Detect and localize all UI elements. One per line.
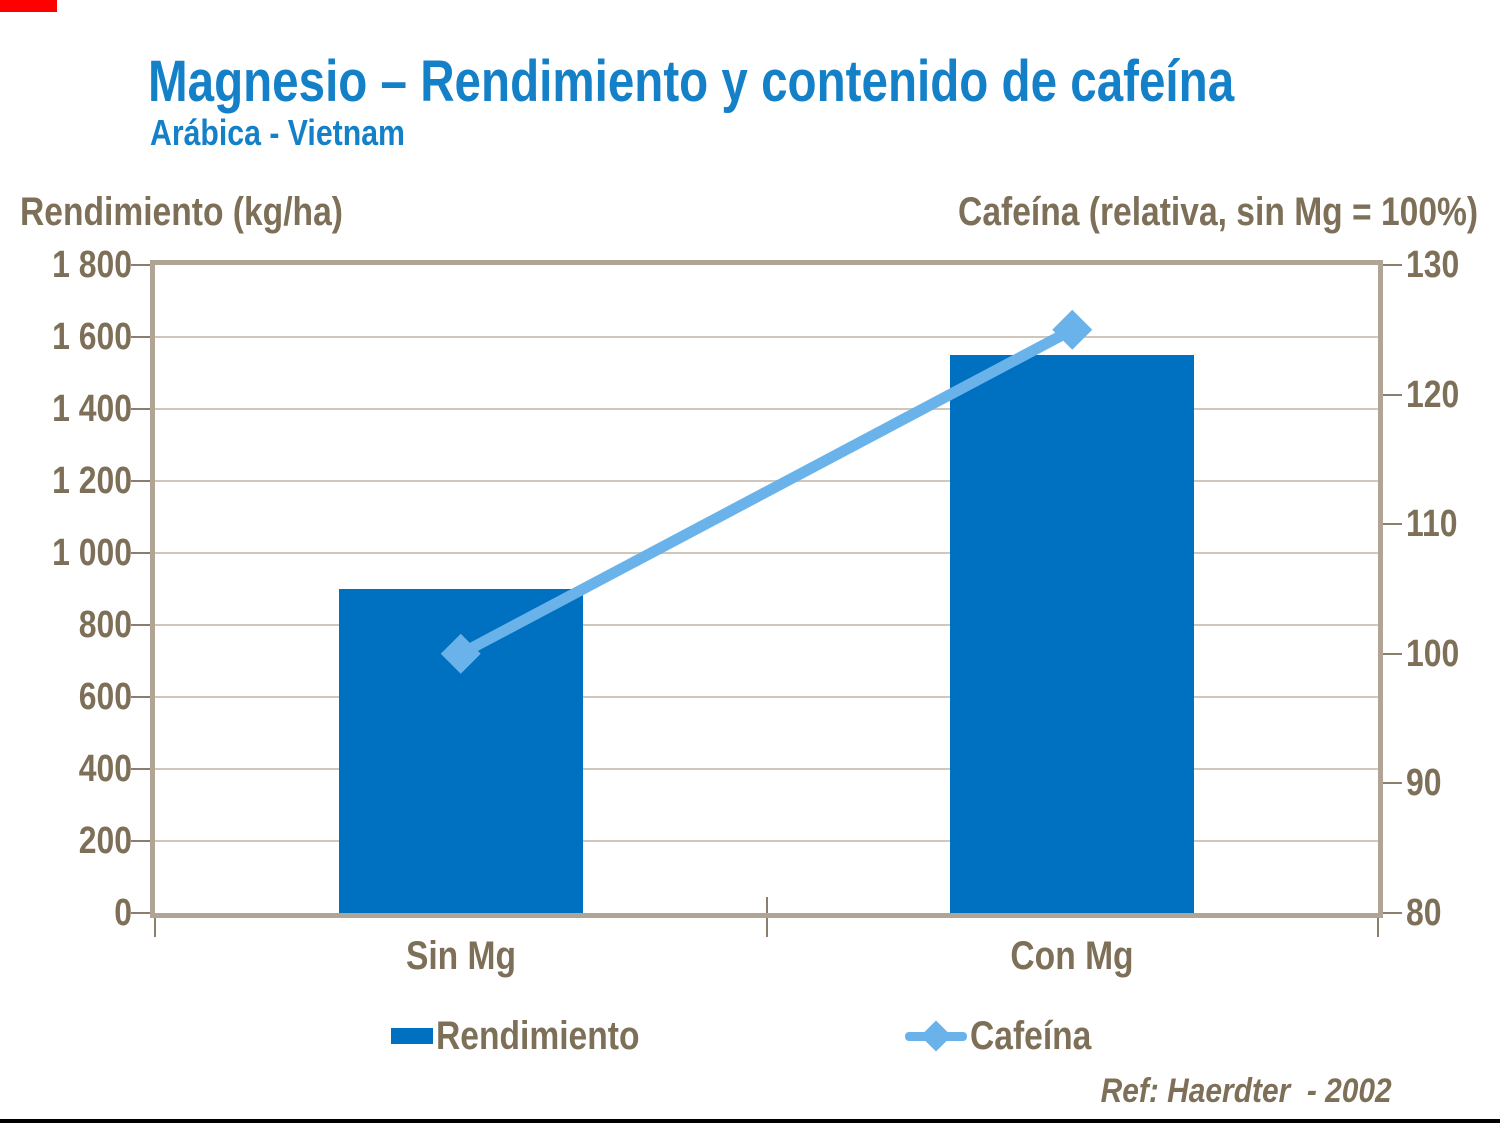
left-axis-tick	[131, 840, 155, 842]
legend-label-rendimiento: Rendimiento	[436, 1013, 640, 1058]
left-axis-tick	[131, 624, 155, 626]
left-axis-tick	[131, 336, 155, 338]
bar-sin-mg	[338, 589, 583, 913]
right-axis-tick	[1378, 264, 1402, 266]
legend-item-rendimiento: Rendimiento	[391, 1014, 678, 1058]
diamond-marker-icon	[920, 1020, 952, 1052]
x-axis-tick	[154, 917, 156, 937]
gridline	[155, 552, 1378, 554]
left-axis-tick-label: 800	[78, 604, 132, 646]
left-axis-tick-label: 600	[78, 676, 132, 718]
x-axis-tick	[765, 897, 768, 937]
left-axis-tick	[131, 912, 155, 914]
legend-line-diamond-icon	[905, 1020, 967, 1052]
page-subtitle: Arábica - Vietnam	[150, 112, 405, 153]
left-axis-tick-label: 200	[78, 820, 132, 862]
bar-con-mg	[950, 355, 1195, 913]
gridline	[155, 336, 1378, 338]
right-axis-title: Cafeína (relativa, sin Mg = 100%)	[957, 190, 1478, 234]
category-label-con-mg: Con Mg	[1010, 934, 1134, 978]
left-axis-tick-label: 1 200	[52, 460, 132, 502]
left-axis-tick	[131, 264, 155, 266]
gridline	[155, 840, 1378, 842]
x-axis-tick	[1377, 917, 1379, 937]
gridline	[155, 480, 1378, 482]
slide-accent-mark	[0, 0, 57, 12]
legend-label-cafeina: Cafeína	[970, 1013, 1092, 1058]
right-axis-tick-label: 90	[1406, 762, 1442, 805]
right-axis-tick-label: 100	[1406, 632, 1460, 675]
left-axis-tick-label: 1 600	[52, 316, 132, 358]
right-axis-tick	[1378, 782, 1402, 785]
right-axis-tick	[1378, 652, 1402, 655]
left-axis-tick-label: 0	[114, 892, 132, 934]
footer-divider-line	[0, 1119, 1500, 1123]
legend-bar-swatch-icon	[391, 1028, 433, 1044]
gridline	[155, 696, 1378, 698]
left-axis-tick-label: 1 400	[52, 388, 132, 430]
left-axis-tick	[131, 480, 155, 482]
left-axis-tick-label: 1 000	[52, 532, 132, 574]
left-axis-tick-label: 1 800	[52, 244, 132, 286]
right-axis-tick	[1378, 523, 1402, 526]
right-axis-tick-label: 130	[1406, 244, 1460, 286]
left-axis-tick	[131, 768, 155, 770]
gridline	[155, 768, 1378, 770]
right-axis-tick-label: 80	[1406, 892, 1442, 934]
left-axis-tick	[131, 552, 155, 554]
left-axis-tick	[131, 408, 155, 410]
right-axis-tick-label: 110	[1406, 503, 1458, 546]
left-axis-tick	[131, 696, 155, 698]
right-axis-tick	[1378, 912, 1402, 914]
legend-item-cafeina: Cafeína	[905, 1014, 1115, 1058]
category-label-sin-mg: Sin Mg	[405, 934, 517, 978]
gridline	[155, 408, 1378, 410]
page-title: Magnesio – Rendimiento y contenido de ca…	[148, 49, 1235, 114]
reference-text: Ref: Haerdter - 2002	[1100, 1072, 1392, 1110]
left-axis-title: Rendimiento (kg/ha)	[20, 190, 343, 234]
right-axis-tick-label: 120	[1406, 373, 1460, 416]
left-axis-tick-label: 400	[78, 748, 132, 790]
right-axis-tick	[1378, 393, 1402, 396]
